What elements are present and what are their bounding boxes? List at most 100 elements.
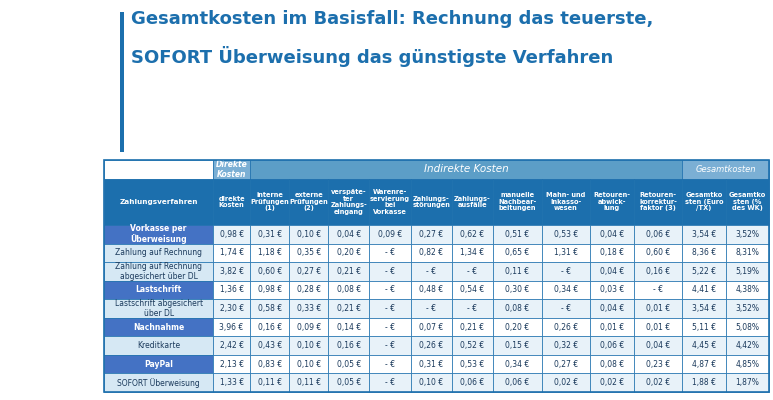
Text: 3,54 €: 3,54 € bbox=[692, 230, 716, 239]
Text: 1,31 €: 1,31 € bbox=[554, 248, 578, 257]
Bar bbox=[542, 178, 591, 225]
Text: Direkte
Kosten: Direkte Kosten bbox=[216, 160, 247, 179]
Text: 5,19%: 5,19% bbox=[735, 267, 759, 276]
Bar bbox=[289, 355, 329, 374]
Text: Zahlungs-
ausfälle: Zahlungs- ausfälle bbox=[454, 196, 491, 208]
Text: 0,53 €: 0,53 € bbox=[460, 360, 485, 369]
Text: Zahlungsverfahren: Zahlungsverfahren bbox=[119, 199, 198, 205]
Text: 0,30 €: 0,30 € bbox=[505, 286, 530, 294]
Text: 5,22 €: 5,22 € bbox=[692, 267, 716, 276]
Bar bbox=[250, 178, 289, 225]
Text: 4,87 €: 4,87 € bbox=[692, 360, 716, 369]
Text: 0,10 €: 0,10 € bbox=[297, 341, 321, 350]
Text: Nachnahme: Nachnahme bbox=[133, 322, 184, 332]
Text: Gesamtkosten: Gesamtkosten bbox=[696, 165, 756, 174]
Text: 0,01 €: 0,01 € bbox=[600, 322, 624, 332]
Bar bbox=[410, 225, 451, 244]
Bar bbox=[369, 262, 410, 281]
Text: 0,04 €: 0,04 € bbox=[337, 230, 361, 239]
Bar bbox=[542, 336, 591, 355]
Bar bbox=[289, 374, 329, 392]
Bar bbox=[451, 225, 493, 244]
Bar bbox=[213, 299, 250, 318]
Text: 0,82 €: 0,82 € bbox=[419, 248, 443, 257]
Bar bbox=[634, 281, 683, 299]
Text: 0,27 €: 0,27 € bbox=[297, 267, 321, 276]
Bar bbox=[410, 244, 451, 262]
Bar bbox=[250, 374, 289, 392]
Text: 0,03 €: 0,03 € bbox=[600, 286, 624, 294]
Text: 3,52%: 3,52% bbox=[735, 230, 759, 239]
Text: Kreditkarte: Kreditkarte bbox=[137, 341, 180, 350]
Bar bbox=[542, 281, 591, 299]
Bar bbox=[329, 374, 369, 392]
Bar bbox=[726, 355, 769, 374]
Bar bbox=[250, 299, 289, 318]
Bar bbox=[250, 160, 683, 178]
Bar bbox=[493, 318, 542, 336]
Text: 0,11 €: 0,11 € bbox=[258, 378, 282, 387]
Text: 0,62 €: 0,62 € bbox=[460, 230, 485, 239]
Bar bbox=[104, 160, 769, 392]
Text: 0,28 €: 0,28 € bbox=[297, 286, 321, 294]
Text: 0,04 €: 0,04 € bbox=[600, 230, 624, 239]
Bar bbox=[104, 299, 213, 318]
Bar bbox=[726, 178, 769, 225]
Text: 0,21 €: 0,21 € bbox=[337, 267, 361, 276]
Text: 0,21 €: 0,21 € bbox=[460, 322, 485, 332]
Text: 0,10 €: 0,10 € bbox=[297, 230, 321, 239]
Bar bbox=[410, 355, 451, 374]
Bar bbox=[410, 299, 451, 318]
Text: 3,96 €: 3,96 € bbox=[220, 322, 243, 332]
Bar bbox=[250, 318, 289, 336]
Text: 0,60 €: 0,60 € bbox=[645, 248, 670, 257]
Text: 0,20 €: 0,20 € bbox=[337, 248, 361, 257]
Bar bbox=[104, 318, 213, 336]
Text: 1,18 €: 1,18 € bbox=[258, 248, 281, 257]
Bar bbox=[683, 262, 726, 281]
Text: 0,07 €: 0,07 € bbox=[419, 322, 443, 332]
Text: - €: - € bbox=[385, 248, 395, 257]
Text: 4,45 €: 4,45 € bbox=[692, 341, 716, 350]
Bar bbox=[329, 299, 369, 318]
Bar bbox=[634, 374, 683, 392]
Text: Zahlungs-
störungen: Zahlungs- störungen bbox=[412, 196, 450, 208]
Bar bbox=[369, 244, 410, 262]
Bar bbox=[213, 178, 250, 225]
Bar bbox=[369, 281, 410, 299]
Text: 0,01 €: 0,01 € bbox=[646, 304, 670, 313]
Text: 5,08%: 5,08% bbox=[735, 322, 759, 332]
Text: interne
Prüfungen
(1): interne Prüfungen (1) bbox=[250, 192, 289, 211]
Bar bbox=[213, 225, 250, 244]
Text: Retouren-
abwick-
lung: Retouren- abwick- lung bbox=[594, 192, 631, 211]
Bar bbox=[451, 178, 493, 225]
Text: 0,18 €: 0,18 € bbox=[600, 248, 624, 257]
Text: - €: - € bbox=[385, 378, 395, 387]
Text: 0,26 €: 0,26 € bbox=[553, 322, 578, 332]
Bar bbox=[542, 262, 591, 281]
Bar bbox=[726, 374, 769, 392]
Bar bbox=[250, 244, 289, 262]
Text: 3,82 €: 3,82 € bbox=[220, 267, 243, 276]
Bar bbox=[591, 178, 634, 225]
Bar bbox=[369, 336, 410, 355]
Text: 0,27 €: 0,27 € bbox=[553, 360, 578, 369]
Bar bbox=[329, 318, 369, 336]
Bar bbox=[289, 318, 329, 336]
Bar bbox=[634, 225, 683, 244]
Text: - €: - € bbox=[468, 267, 477, 276]
Text: 0,98 €: 0,98 € bbox=[220, 230, 243, 239]
Text: 0,01 €: 0,01 € bbox=[646, 322, 670, 332]
Text: Mahn- und
Inkasso-
wesen: Mahn- und Inkasso- wesen bbox=[547, 192, 585, 211]
Bar bbox=[250, 336, 289, 355]
Bar bbox=[410, 178, 451, 225]
Bar bbox=[213, 336, 250, 355]
Text: - €: - € bbox=[426, 304, 436, 313]
Text: 0,04 €: 0,04 € bbox=[600, 267, 624, 276]
Text: Lastschrift abgesichert
über DL: Lastschrift abgesichert über DL bbox=[114, 299, 203, 318]
Bar bbox=[250, 355, 289, 374]
Bar bbox=[591, 244, 634, 262]
Text: 0,54 €: 0,54 € bbox=[460, 286, 485, 294]
Bar bbox=[289, 225, 329, 244]
Text: 0,02 €: 0,02 € bbox=[646, 378, 670, 387]
